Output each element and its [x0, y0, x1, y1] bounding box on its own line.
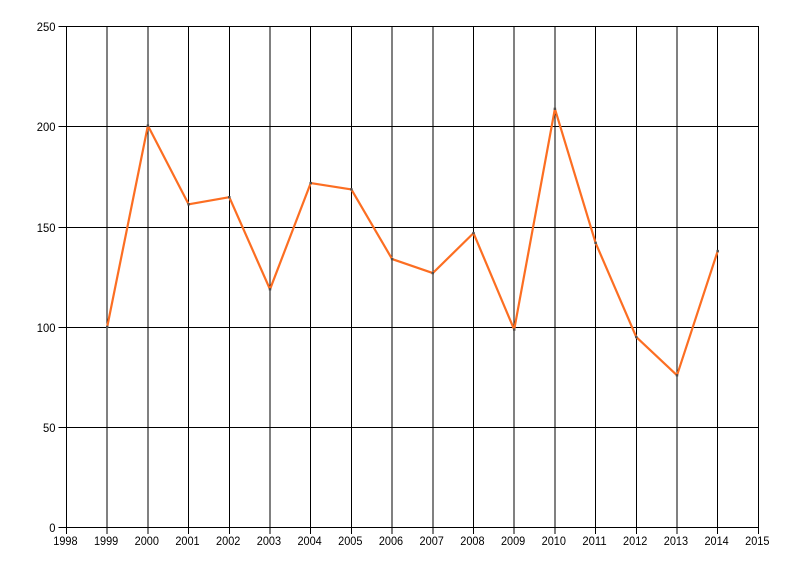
svg-text:200: 200	[37, 120, 56, 134]
svg-text:2008: 2008	[460, 534, 484, 548]
svg-text:2010: 2010	[542, 534, 566, 548]
svg-text:2015: 2015	[745, 534, 769, 548]
svg-text:2005: 2005	[338, 534, 362, 548]
svg-text:2003: 2003	[257, 534, 281, 548]
svg-text:2006: 2006	[379, 534, 403, 548]
svg-text:100: 100	[37, 321, 56, 335]
svg-text:2001: 2001	[175, 534, 199, 548]
svg-text:1998: 1998	[53, 534, 77, 548]
svg-text:2011: 2011	[582, 534, 606, 548]
svg-text:2000: 2000	[135, 534, 159, 548]
svg-text:250: 250	[37, 20, 56, 34]
svg-text:150: 150	[37, 221, 56, 235]
svg-text:2013: 2013	[664, 534, 688, 548]
svg-text:2004: 2004	[297, 534, 321, 548]
svg-text:2014: 2014	[704, 534, 728, 548]
svg-text:2007: 2007	[420, 534, 444, 548]
svg-text:2012: 2012	[623, 534, 647, 548]
svg-text:50: 50	[43, 421, 56, 435]
svg-text:1999: 1999	[94, 534, 118, 548]
svg-text:2009: 2009	[501, 534, 525, 548]
svg-text:2002: 2002	[216, 534, 240, 548]
svg-text:0: 0	[49, 521, 55, 535]
